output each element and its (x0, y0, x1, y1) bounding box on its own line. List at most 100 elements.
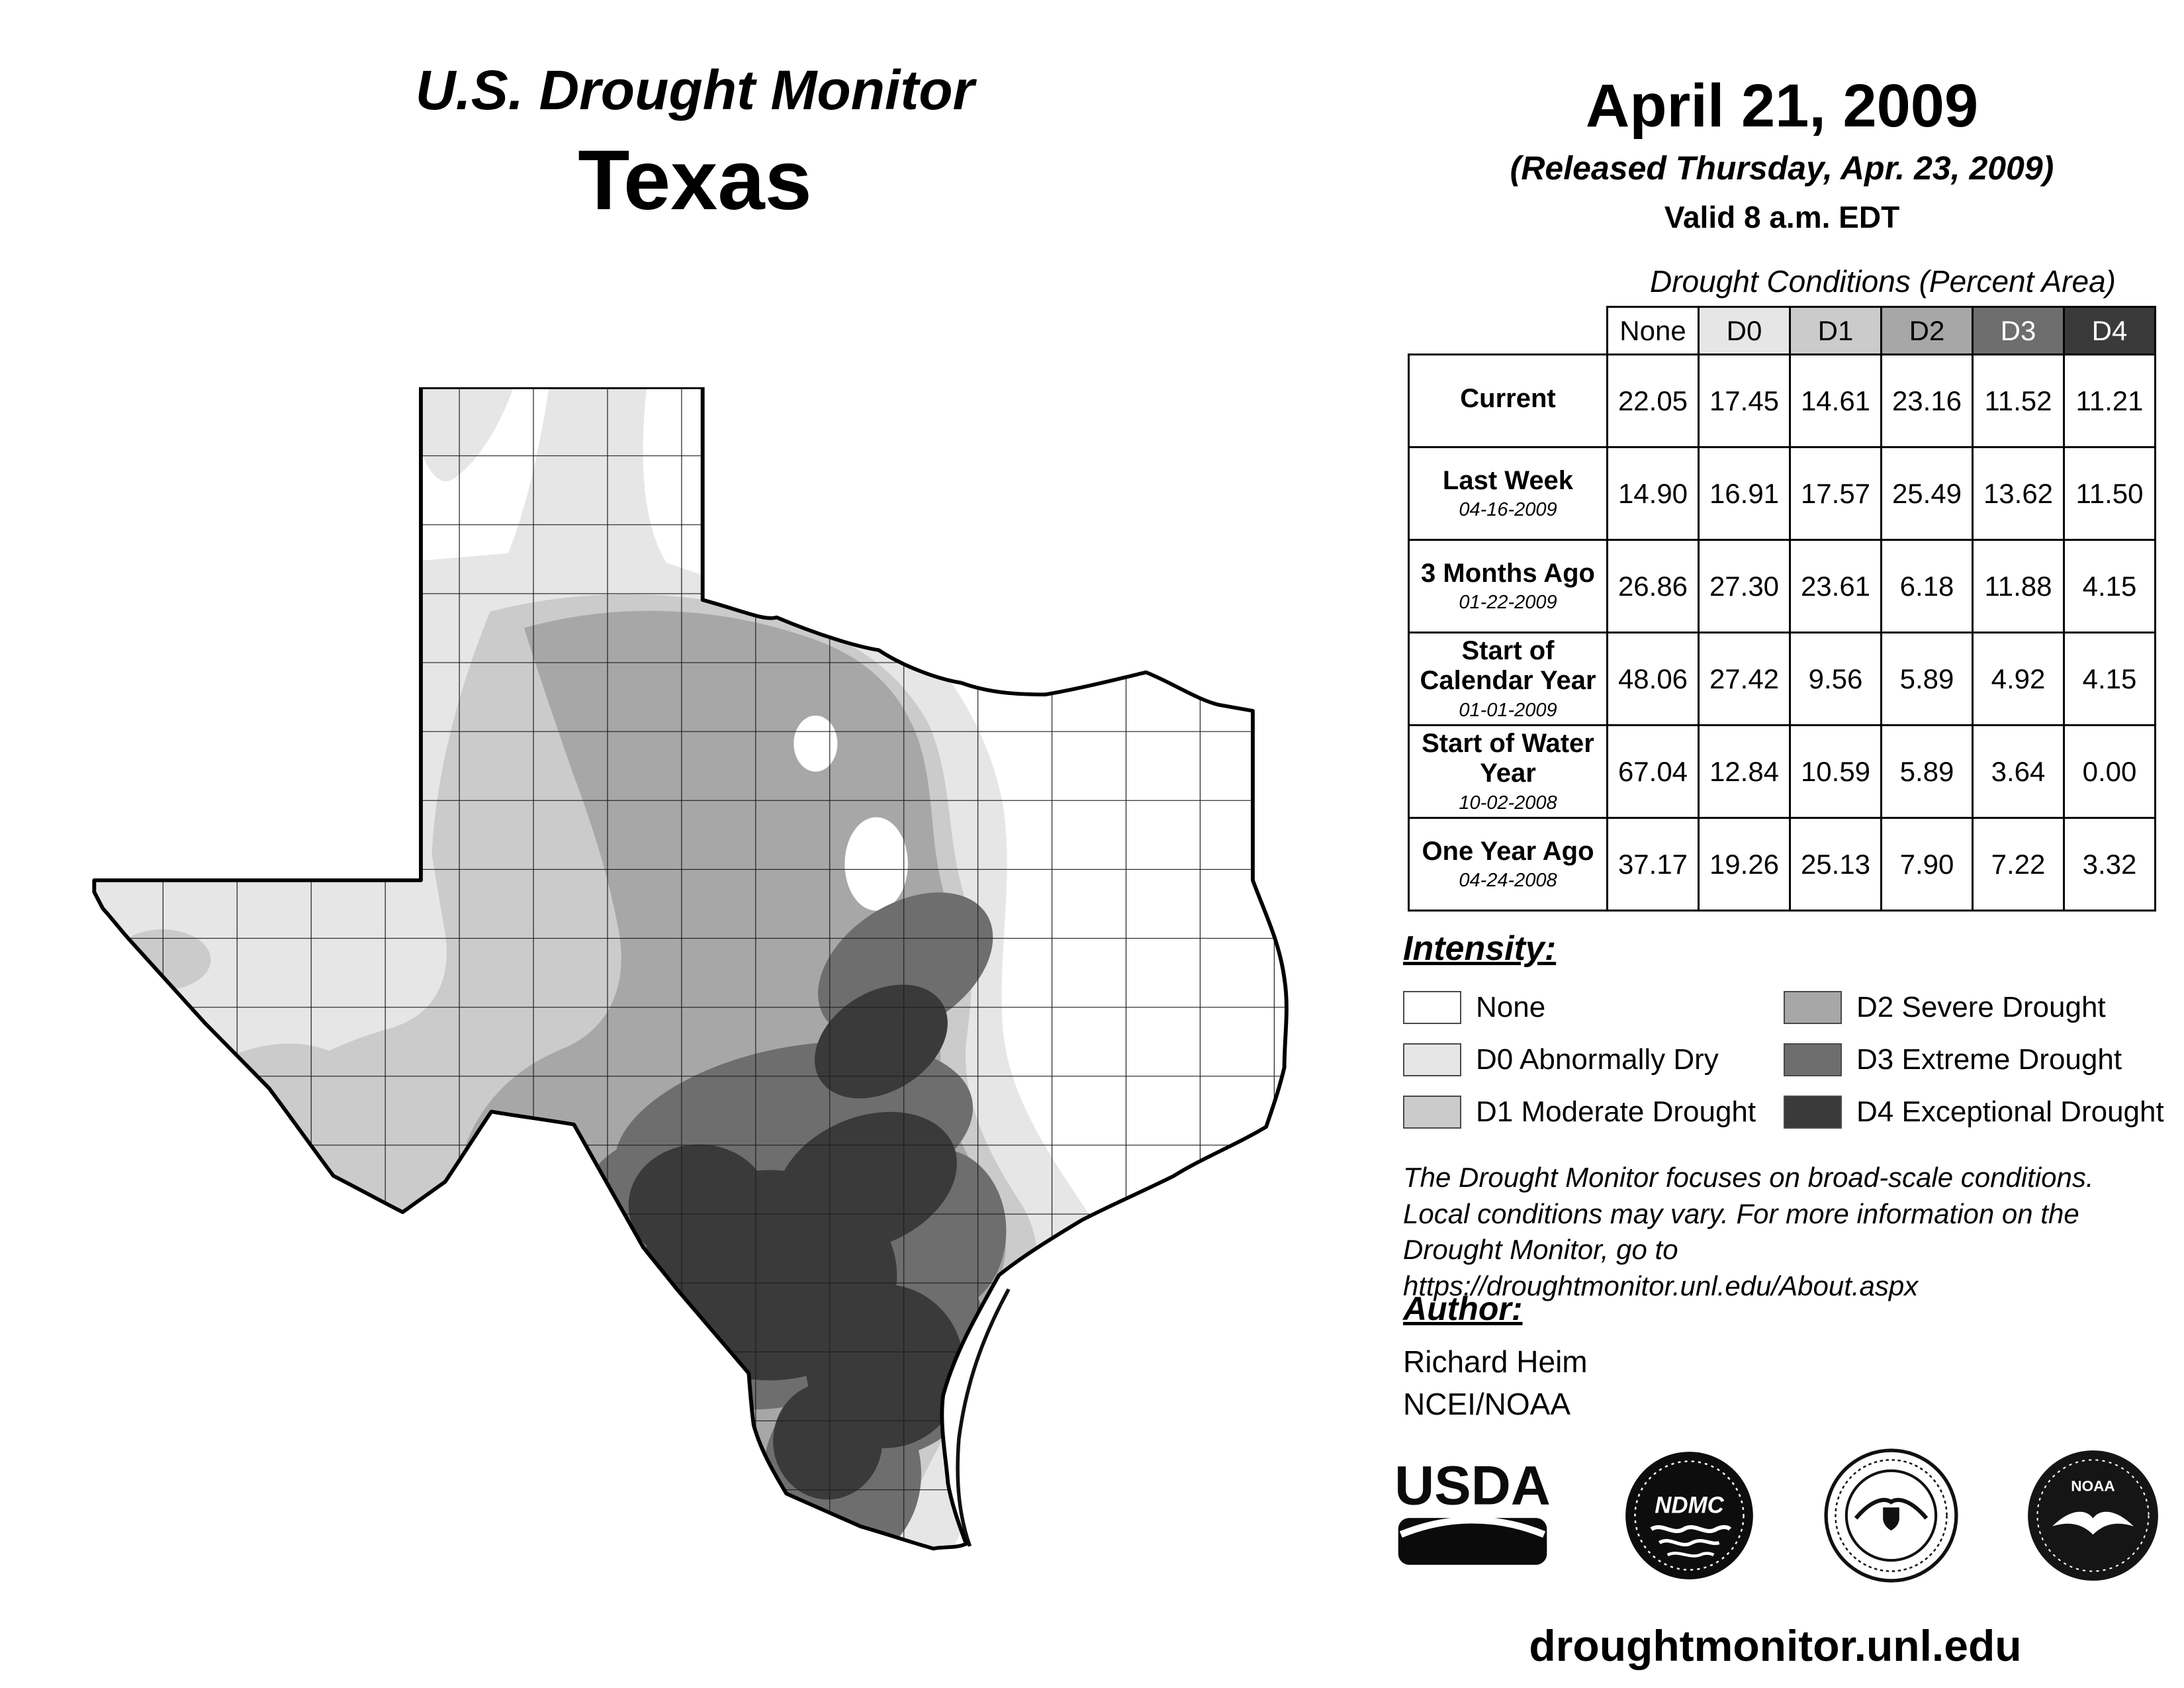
usda-swoosh-bar (1398, 1518, 1547, 1565)
legend-item-d3: D3 Extreme Drought (1784, 1033, 2181, 1086)
table-title: Drought Conditions (Percent Area) (1650, 264, 2116, 299)
cell-value: 5.89 (1880, 632, 1974, 726)
row-label: Start of Calendar Year 01-01-2009 (1408, 632, 1608, 726)
legend-item-d2: D2 Severe Drought (1784, 981, 2181, 1033)
cell-value: 16.91 (1698, 446, 1791, 541)
col-header-d3: D3 (1972, 306, 2065, 355)
cell-value: 17.57 (1789, 446, 1882, 541)
cell-value: 25.13 (1789, 817, 1882, 912)
table-header-row: None D0 D1 D2 D3 D4 (1408, 306, 2156, 355)
release-date: (Released Thursday, Apr. 23, 2009) (1510, 150, 2054, 187)
cell-value: 11.52 (1972, 353, 2065, 448)
row-label: Current (1408, 353, 1608, 448)
legend-swatch-d2 (1784, 990, 1842, 1024)
cell-value: 3.32 (2063, 817, 2156, 912)
table-row: One Year Ago 04-24-2008 37.17 19.26 25.1… (1408, 817, 2156, 912)
noaa-ring-text (2036, 1458, 2150, 1572)
cell-value: 6.18 (1880, 539, 1974, 633)
cell-value: 0.00 (2063, 724, 2156, 819)
eagle-shield-icon (1883, 1507, 1899, 1530)
legend-item-d0: D0 Abnormally Dry (1403, 1033, 1784, 1086)
cell-value: 13.62 (1972, 446, 2065, 541)
report-date: April 21, 2009 (1585, 72, 1979, 140)
cell-value: 17.45 (1698, 353, 1791, 448)
county-boundaries-grid (94, 387, 1287, 1549)
cell-value: 10.59 (1789, 724, 1882, 819)
author-name: Richard Heim (1403, 1344, 1588, 1379)
cell-value: 27.42 (1698, 632, 1791, 726)
table-corner-cell (1408, 306, 1608, 355)
col-header-d1: D1 (1789, 306, 1882, 355)
report-title: U.S. Drought Monitor (415, 59, 975, 121)
row-label: Last Week 04-16-2009 (1408, 446, 1608, 541)
commerce-seal-logo (1824, 1448, 1958, 1583)
cell-value: 14.90 (1606, 446, 1700, 541)
row-label: 3 Months Ago 01-22-2009 (1408, 539, 1608, 633)
row-label: One Year Ago 04-24-2008 (1408, 817, 1608, 912)
cell-value: 4.15 (2063, 632, 2156, 726)
col-header-d4: D4 (2063, 306, 2156, 355)
title-block: U.S. Drought Monitor Texas (199, 58, 1191, 229)
noaa-bird-icon (2052, 1511, 2134, 1534)
noaa-logo-text: NOAA (2071, 1477, 2115, 1494)
cell-value: 9.56 (1789, 632, 1882, 726)
cell-value: 11.21 (2063, 353, 2156, 448)
author-org: NCEI/NOAA (1403, 1387, 1571, 1421)
footer-url: droughtmonitor.unl.edu (1529, 1621, 2022, 1670)
cell-value: 11.50 (2063, 446, 2156, 541)
legend-item-d1: D1 Moderate Drought (1403, 1086, 1784, 1138)
drought-conditions-table: None D0 D1 D2 D3 D4 Current 22.05 17.45 … (1408, 306, 2156, 912)
ndmc-ring-text (1634, 1460, 1745, 1571)
table-row: Current 22.05 17.45 14.61 23.16 11.52 11… (1408, 353, 2156, 448)
cell-value: 26.86 (1606, 539, 1700, 633)
cell-value: 37.17 (1606, 817, 1700, 912)
table-row: Last Week 04-16-2009 14.90 16.91 17.57 2… (1408, 446, 2156, 541)
legend-swatch-d0 (1403, 1043, 1461, 1076)
usda-logo-text: USDA (1394, 1454, 1551, 1516)
legend-swatch-d3 (1784, 1043, 1842, 1076)
row-label: Start of Water Year 10-02-2008 (1408, 724, 1608, 819)
commerce-ring-text (1835, 1458, 1948, 1572)
texas-state-outline (92, 387, 1289, 1551)
table-row: Start of Calendar Year 01-01-2009 48.06 … (1408, 632, 2156, 726)
usda-swoosh-arc (1399, 1517, 1546, 1538)
table-row: 3 Months Ago 01-22-2009 26.86 27.30 23.6… (1408, 539, 2156, 633)
col-header-none: None (1606, 306, 1700, 355)
cell-value: 67.04 (1606, 724, 1700, 819)
cell-value: 14.61 (1789, 353, 1882, 448)
ndmc-seal-circle (1625, 1451, 1753, 1579)
cell-value: 4.92 (1972, 632, 2065, 726)
disclaimer-text: The Drought Monitor focuses on broad-sca… (1403, 1162, 2094, 1301)
cell-value: 48.06 (1606, 632, 1700, 726)
legend-swatch-none (1403, 990, 1461, 1024)
barrier-island-outline (956, 1288, 1011, 1547)
cell-value: 25.49 (1880, 446, 1974, 541)
cell-value: 7.90 (1880, 817, 1974, 912)
state-title: Texas (578, 133, 812, 228)
noaa-logo: NOAA (2028, 1450, 2158, 1581)
legend-item-none: None (1403, 981, 1784, 1033)
legend-item-d4: D4 Exceptional Drought (1784, 1086, 2181, 1138)
intensity-heading: Intensity: (1403, 929, 1557, 968)
texas-drought-map (92, 387, 1289, 1551)
cell-value: 27.30 (1698, 539, 1791, 633)
legend-swatch-d1 (1403, 1095, 1461, 1129)
col-header-d0: D0 (1698, 306, 1791, 355)
intensity-legend: None D0 Abnormally Dry D1 Moderate Droug… (1403, 981, 2181, 1138)
cell-value: 22.05 (1606, 353, 1700, 448)
ndmc-wave-icon (1666, 1551, 1715, 1558)
table-row: Start of Water Year 10-02-2008 67.04 12.… (1408, 724, 2156, 819)
cell-value: 4.15 (2063, 539, 2156, 633)
date-block: April 21, 2009 (Released Thursday, Apr. … (1403, 71, 2161, 235)
cell-value: 23.16 (1880, 353, 1974, 448)
legend-swatch-d4 (1784, 1095, 1842, 1129)
cell-value: 23.61 (1789, 539, 1882, 633)
ndmc-wave-icon (1658, 1538, 1720, 1546)
cell-value: 7.22 (1972, 817, 2065, 912)
author-heading: Author: (1403, 1290, 1523, 1327)
cell-value: 3.64 (1972, 724, 2065, 819)
cell-value: 11.88 (1972, 539, 2065, 633)
agency-logos: USDA NDMC NOAA (1390, 1446, 2161, 1584)
cell-value: 5.89 (1880, 724, 1974, 819)
